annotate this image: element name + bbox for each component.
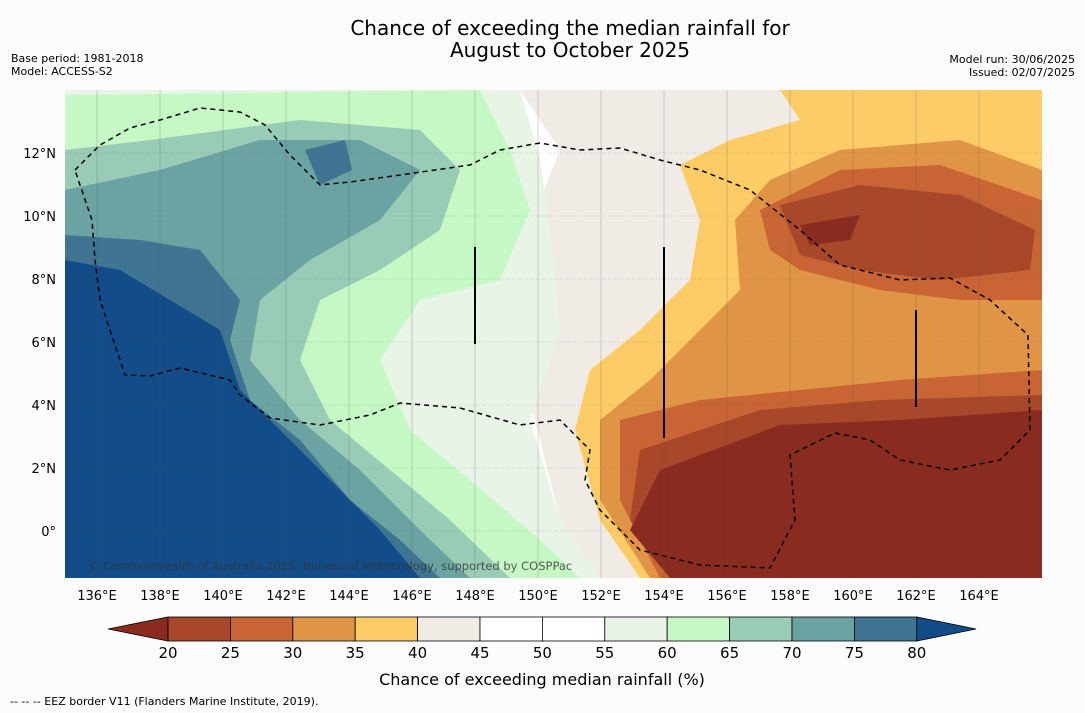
lat-label: 10°N — [23, 210, 56, 225]
colorbar-segment — [167, 616, 231, 642]
eez-footnote: -- -- -- EEZ border V11 (Flanders Marine… — [10, 695, 319, 708]
colorbar-tick-label: 45 — [470, 644, 489, 662]
colorbar-arrow-high — [916, 616, 977, 642]
colorbar-segment — [604, 616, 668, 642]
model-name: Model: ACCESS-S2 — [11, 65, 113, 78]
colorbar-segment — [229, 616, 294, 642]
colorbar-segment — [417, 616, 481, 642]
lat-label: 8°N — [32, 273, 57, 288]
longitude-labels: 136°E 138°E 140°E 142°E 144°E 146°E 148°… — [77, 589, 999, 604]
latitude-labels: 12°N 10°N 8°N 6°N 4°N 2°N 0° — [23, 147, 56, 540]
colorbar-tick-label: 80 — [907, 644, 926, 662]
lon-label: 148°E — [455, 589, 495, 604]
colorbar-segment — [354, 616, 419, 642]
colorbar-tick-label: 40 — [408, 644, 427, 662]
graticule — [65, 90, 1042, 578]
base-period: Base period: 1981-2018 — [11, 52, 144, 65]
colorbar-tick-label: 60 — [658, 644, 677, 662]
lon-label: 152°E — [581, 589, 621, 604]
zone-below-20 — [630, 410, 1042, 578]
colorbar-segment — [479, 616, 543, 642]
lat-label: 4°N — [32, 399, 57, 414]
map-title-line2: August to October 2025 — [449, 38, 691, 62]
meta-left: Base period: 1981-2018 Model: ACCESS-S2 — [11, 52, 143, 78]
lon-label: 144°E — [329, 589, 369, 604]
colorbar-tick-label: 50 — [533, 644, 552, 662]
lat-label: 2°N — [32, 462, 57, 477]
zone-20-25 — [780, 185, 1035, 280]
lon-label: 146°E — [392, 589, 432, 604]
issued-date: Issued: 02/07/2025 — [968, 66, 1075, 79]
model-run: Model run: 30/06/2025 — [949, 53, 1075, 66]
colorbar-tick-label: 25 — [221, 644, 240, 662]
lon-label: 156°E — [707, 589, 747, 604]
map-plot-area: © Commonwealth of Australia 2025, Bureau… — [65, 90, 1042, 578]
lon-label: 162°E — [896, 589, 936, 604]
colorbar-segment — [292, 616, 356, 642]
lat-label: 0° — [41, 525, 56, 540]
copyright-notice: © Commonwealth of Australia 2025, Bureau… — [88, 559, 572, 573]
zone-above-80 — [65, 260, 420, 578]
lon-label: 138°E — [140, 589, 180, 604]
colorbar-tick-label: 70 — [782, 644, 801, 662]
lon-label: 142°E — [266, 589, 306, 604]
colorbar-segment — [791, 616, 855, 642]
lon-label: 154°E — [644, 589, 684, 604]
map-title-line1: Chance of exceeding the median rainfall … — [350, 16, 790, 40]
colorbar-tick-label: 75 — [845, 644, 864, 662]
colorbar-tick-label: 65 — [720, 644, 739, 662]
colorbar-segment — [542, 616, 606, 642]
zone-below-20-north — [800, 215, 860, 245]
lon-label: 140°E — [203, 589, 243, 604]
lat-label: 12°N — [23, 147, 56, 162]
colorbar-arrow-low — [107, 616, 169, 642]
colorbar-segment — [666, 616, 731, 642]
lon-label: 164°E — [959, 589, 999, 604]
colorbar-tick-label: 55 — [595, 644, 614, 662]
lat-label: 6°N — [32, 336, 57, 351]
colorbar: 20 25 30 35 40 45 50 55 60 65 70 75 80 — [107, 616, 977, 662]
lon-label: 150°E — [518, 589, 558, 604]
colorbar-segment — [729, 616, 793, 642]
lon-label: 160°E — [833, 589, 873, 604]
eez-vertical-lines — [474, 247, 917, 438]
lon-label: 136°E — [77, 589, 117, 604]
colorbar-title: Chance of exceeding median rainfall (%) — [379, 670, 705, 689]
meta-right: Model run: 30/06/2025 Issued: 02/07/2025 — [949, 53, 1075, 79]
colorbar-tick-label: 35 — [346, 644, 365, 662]
colorbar-tick-label: 20 — [158, 644, 177, 662]
colorbar-segment — [854, 616, 918, 642]
colorbar-tick-label: 30 — [283, 644, 302, 662]
lon-label: 158°E — [770, 589, 810, 604]
zone-75-80-north — [305, 140, 352, 185]
